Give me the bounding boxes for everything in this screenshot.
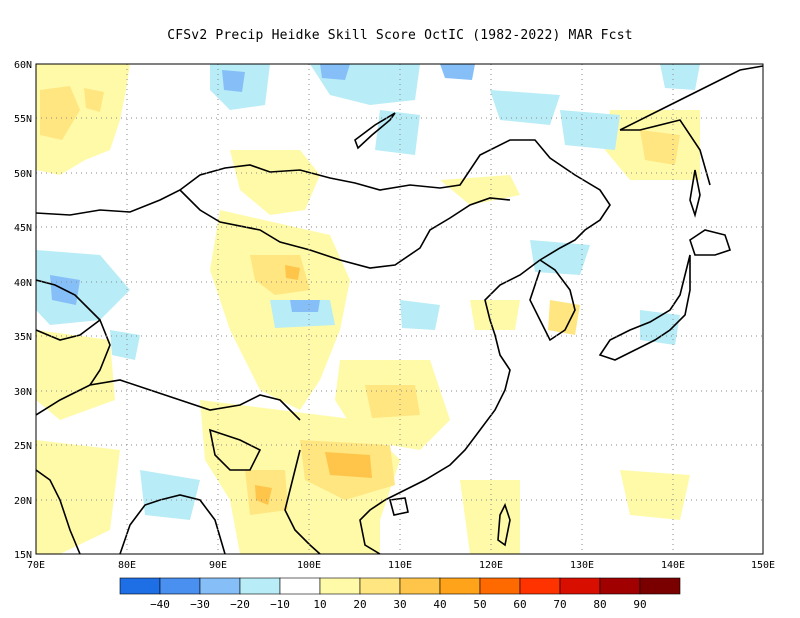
colorbar-label: 50: [473, 598, 486, 611]
lat-tick: 50N: [14, 169, 32, 180]
grid: [36, 64, 763, 554]
lat-tick: 30N: [14, 387, 32, 398]
colorbar-labels: −40 −30 −20 −10 10 20 30 40 50 60 70 80 90: [150, 598, 647, 611]
lon-axis: 70E 80E 90E 100E 110E 120E 130E 140E 150…: [27, 560, 775, 571]
colorbar-label: −40: [150, 598, 170, 611]
lat-tick: 55N: [14, 114, 32, 125]
map-frame: [35, 63, 764, 555]
lon-tick: 90E: [209, 560, 227, 571]
lon-tick: 140E: [661, 560, 685, 571]
colorbar-label: 90: [633, 598, 646, 611]
colorbar-swatch: [199, 577, 241, 595]
colorbar-swatch: [279, 577, 321, 595]
colorbar-label: 10: [313, 598, 326, 611]
lon-tick: 130E: [570, 560, 594, 571]
colorbar-label: 30: [393, 598, 406, 611]
lat-tick: 35N: [14, 332, 32, 343]
colorbar-swatch: [479, 577, 521, 595]
colorbar-label: 70: [553, 598, 566, 611]
lat-tick: 25N: [14, 441, 32, 452]
colorbar-label: 20: [353, 598, 366, 611]
colorbar-label: 40: [433, 598, 446, 611]
lon-tick: 110E: [388, 560, 412, 571]
lon-tick: 80E: [118, 560, 136, 571]
lon-tick: 70E: [27, 560, 45, 571]
colorbar-swatch: [359, 577, 401, 595]
colorbar-swatch: [239, 577, 281, 595]
lat-axis: 15N 20N 25N 30N 35N 40N 45N 50N 55N 60N: [14, 60, 32, 561]
colorbar-label: −20: [230, 598, 250, 611]
colorbar-label: −10: [270, 598, 290, 611]
colorbar-swatch: [399, 577, 441, 595]
colorbar-swatch: [119, 577, 161, 595]
coastlines: [36, 65, 763, 554]
lat-tick: 40N: [14, 278, 32, 289]
colorbar-swatch: [559, 577, 601, 595]
lon-tick: 120E: [479, 560, 503, 571]
map-title: CFSv2 Precip Heidke Skill Score OctIC (1…: [167, 28, 633, 43]
lat-tick: 60N: [14, 60, 32, 71]
lon-tick: 100E: [297, 560, 321, 571]
colorbar-label: 80: [593, 598, 606, 611]
lat-tick: 15N: [14, 550, 32, 561]
colorbar-swatch: [159, 577, 201, 595]
lat-tick: 45N: [14, 223, 32, 234]
colorbar-swatch: [319, 577, 361, 595]
colorbar-swatch: [599, 577, 641, 595]
colorbar-label: −30: [190, 598, 210, 611]
colorbar-swatch: [519, 577, 561, 595]
colorbar-label: 60: [513, 598, 526, 611]
lat-tick: 20N: [14, 496, 32, 507]
lon-tick: 150E: [751, 560, 775, 571]
colorbar-swatch: [639, 577, 681, 595]
colorbar-swatch: [439, 577, 481, 595]
colorbar: [119, 577, 681, 595]
